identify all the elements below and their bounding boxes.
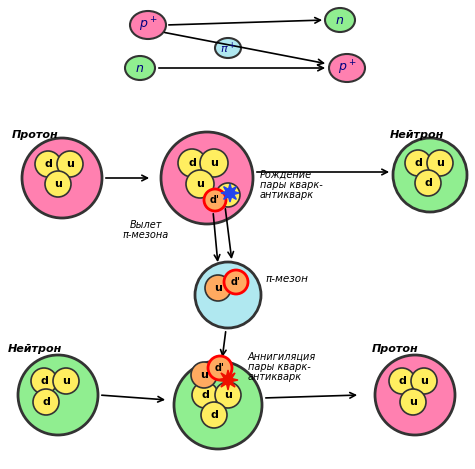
Text: π-мезона: π-мезона (122, 230, 168, 240)
Text: u: u (436, 158, 444, 168)
Text: u: u (409, 397, 417, 407)
Circle shape (178, 149, 206, 177)
Text: $p^+$: $p^+$ (139, 16, 157, 34)
Text: u: u (214, 283, 222, 293)
Ellipse shape (130, 11, 166, 39)
Text: пары кварк-: пары кварк- (248, 362, 311, 372)
Circle shape (208, 356, 232, 380)
Text: u: u (66, 159, 74, 169)
Circle shape (205, 275, 231, 301)
Text: d: d (225, 190, 231, 200)
Ellipse shape (325, 8, 355, 32)
Text: d: d (40, 376, 48, 386)
Circle shape (195, 262, 261, 328)
Text: d: d (44, 159, 52, 169)
Circle shape (375, 355, 455, 435)
Text: u: u (420, 376, 428, 386)
Text: d: d (201, 390, 209, 400)
Text: антикварк: антикварк (260, 190, 314, 200)
Circle shape (53, 368, 79, 394)
Text: $\pi^+$: $\pi^+$ (220, 40, 236, 56)
Circle shape (31, 368, 57, 394)
Ellipse shape (215, 38, 241, 58)
Circle shape (45, 171, 71, 197)
Circle shape (35, 151, 61, 177)
Circle shape (215, 382, 241, 408)
Circle shape (204, 189, 226, 211)
Text: Нейтрон: Нейтрон (390, 130, 444, 140)
Circle shape (57, 151, 83, 177)
Text: Рождение: Рождение (260, 170, 312, 180)
Text: d': d' (210, 195, 220, 205)
Text: $n$: $n$ (335, 14, 344, 27)
Text: d: d (398, 376, 406, 386)
Text: $p^+$: $p^+$ (338, 59, 356, 77)
Text: антикварк: антикварк (248, 372, 302, 382)
Circle shape (161, 132, 253, 224)
Circle shape (186, 170, 214, 198)
Circle shape (18, 355, 98, 435)
Text: d': d' (231, 277, 241, 287)
Text: u: u (210, 158, 218, 168)
Circle shape (405, 150, 431, 176)
Circle shape (201, 402, 227, 428)
Text: пары кварк-: пары кварк- (260, 180, 323, 190)
Circle shape (174, 361, 262, 449)
Polygon shape (218, 370, 238, 390)
Text: u: u (196, 179, 204, 189)
Circle shape (389, 368, 415, 394)
Text: Протон: Протон (12, 130, 58, 140)
Circle shape (393, 138, 467, 212)
Text: d: d (42, 397, 50, 407)
Circle shape (33, 389, 59, 415)
Text: $n$: $n$ (135, 61, 144, 75)
Text: Аннигиляция: Аннигиляция (248, 352, 316, 362)
Text: Нейтрон: Нейтрон (8, 344, 62, 354)
Text: Вылет: Вылет (130, 220, 162, 230)
Text: u: u (54, 179, 62, 189)
Ellipse shape (329, 54, 365, 82)
Text: π-мезон: π-мезон (265, 274, 308, 284)
Text: d: d (188, 158, 196, 168)
Text: u: u (62, 376, 70, 386)
Text: Протон: Протон (372, 344, 418, 354)
Circle shape (224, 270, 248, 294)
Text: u: u (224, 390, 232, 400)
Text: d': d' (215, 363, 225, 373)
Circle shape (216, 183, 240, 207)
Circle shape (200, 149, 228, 177)
Polygon shape (221, 184, 239, 202)
Circle shape (22, 138, 102, 218)
Circle shape (400, 389, 426, 415)
Circle shape (411, 368, 437, 394)
Circle shape (191, 362, 217, 388)
Text: d: d (424, 178, 432, 188)
Circle shape (427, 150, 453, 176)
Text: d: d (210, 410, 218, 420)
Circle shape (192, 382, 218, 408)
Ellipse shape (125, 56, 155, 80)
Text: d: d (414, 158, 422, 168)
Text: u: u (200, 370, 208, 380)
Circle shape (415, 170, 441, 196)
